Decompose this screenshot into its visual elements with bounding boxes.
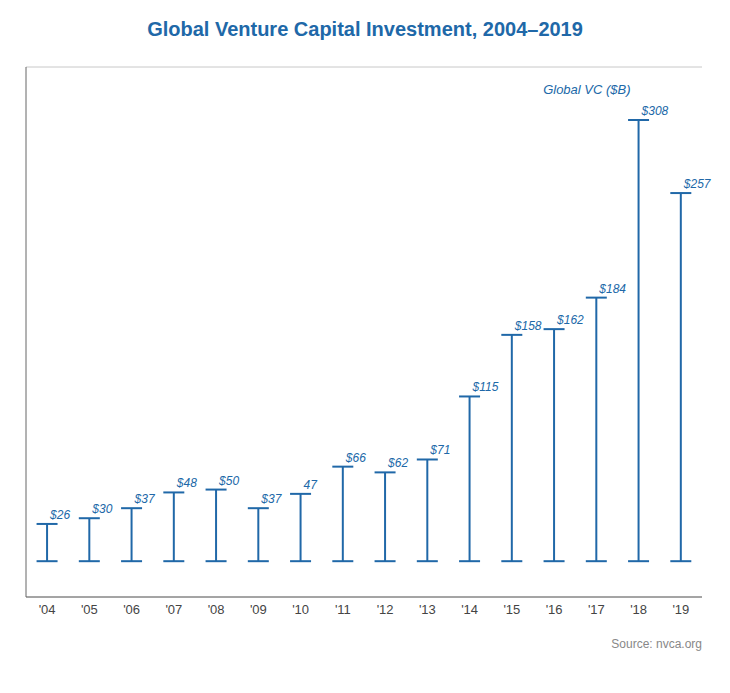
svg-text:'16: '16 <box>546 602 563 617</box>
svg-text:'04: '04 <box>39 602 56 617</box>
svg-text:$257: $257 <box>683 177 712 191</box>
svg-text:$66: $66 <box>345 451 366 465</box>
svg-text:$162: $162 <box>556 313 584 327</box>
svg-text:'10: '10 <box>292 602 309 617</box>
svg-text:$184: $184 <box>598 282 626 296</box>
svg-text:Global VC ($B): Global VC ($B) <box>543 82 630 97</box>
svg-text:'11: '11 <box>335 602 351 617</box>
svg-text:$48: $48 <box>176 476 197 490</box>
html-text:Source: nvca.org: Source: nvca.org <box>611 637 702 651</box>
svg-text:$50: $50 <box>218 474 239 488</box>
svg-text:$37: $37 <box>260 492 282 506</box>
svg-text:'18: '18 <box>630 602 647 617</box>
svg-text:'15: '15 <box>503 602 520 617</box>
html-text:Global Venture Capital Investm: Global Venture Capital Investment, 2004–… <box>147 18 583 40</box>
svg-text:'09: '09 <box>250 602 267 617</box>
svg-text:$37: $37 <box>134 492 156 506</box>
svg-text:'19: '19 <box>672 602 689 617</box>
svg-text:'07: '07 <box>165 602 182 617</box>
svg-text:'17: '17 <box>588 602 605 617</box>
svg-text:'13: '13 <box>419 602 436 617</box>
svg-text:$71: $71 <box>429 443 450 457</box>
svg-text:$62: $62 <box>387 456 408 470</box>
svg-text:$115: $115 <box>472 380 499 394</box>
svg-text:$26: $26 <box>49 508 70 522</box>
svg-text:$308: $308 <box>641 104 669 118</box>
svg-text:$158: $158 <box>514 319 542 333</box>
svg-text:$30: $30 <box>91 502 112 516</box>
svg-text:'12: '12 <box>377 602 394 617</box>
svg-text:'06: '06 <box>123 602 140 617</box>
svg-text:'05: '05 <box>81 602 98 617</box>
svg-text:47: 47 <box>304 478 319 492</box>
svg-text:'08: '08 <box>208 602 225 617</box>
svg-text:'14: '14 <box>461 602 478 617</box>
